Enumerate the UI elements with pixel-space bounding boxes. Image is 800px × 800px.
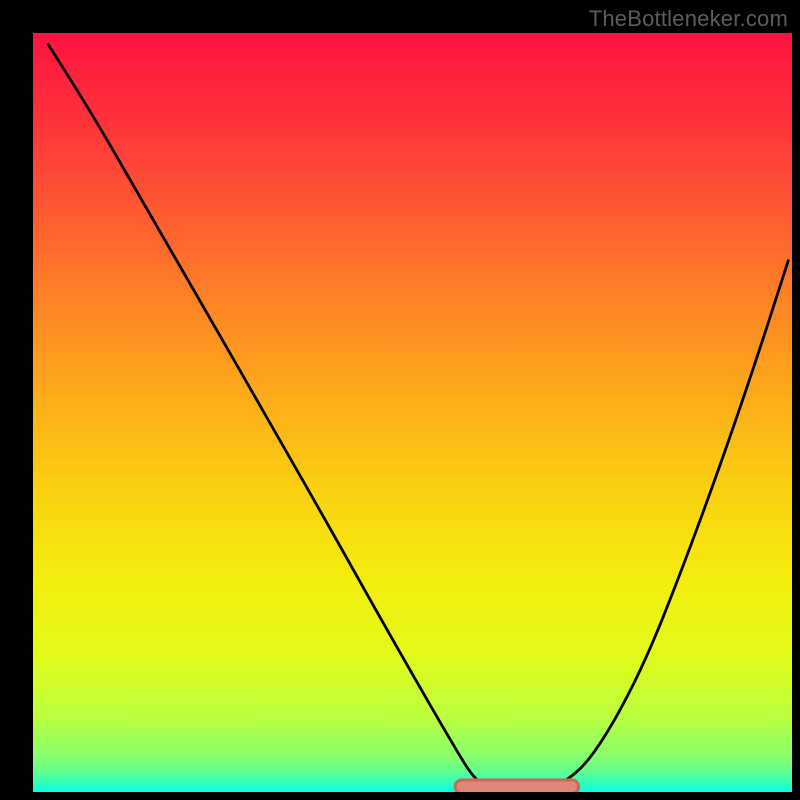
chart-frame: TheBottleneker.com — [0, 0, 800, 800]
bottleneck-curve — [48, 44, 788, 790]
curve-layer — [33, 33, 792, 792]
valley-accent — [455, 780, 578, 792]
plot-area — [33, 33, 792, 792]
watermark-text: TheBottleneker.com — [589, 6, 788, 32]
